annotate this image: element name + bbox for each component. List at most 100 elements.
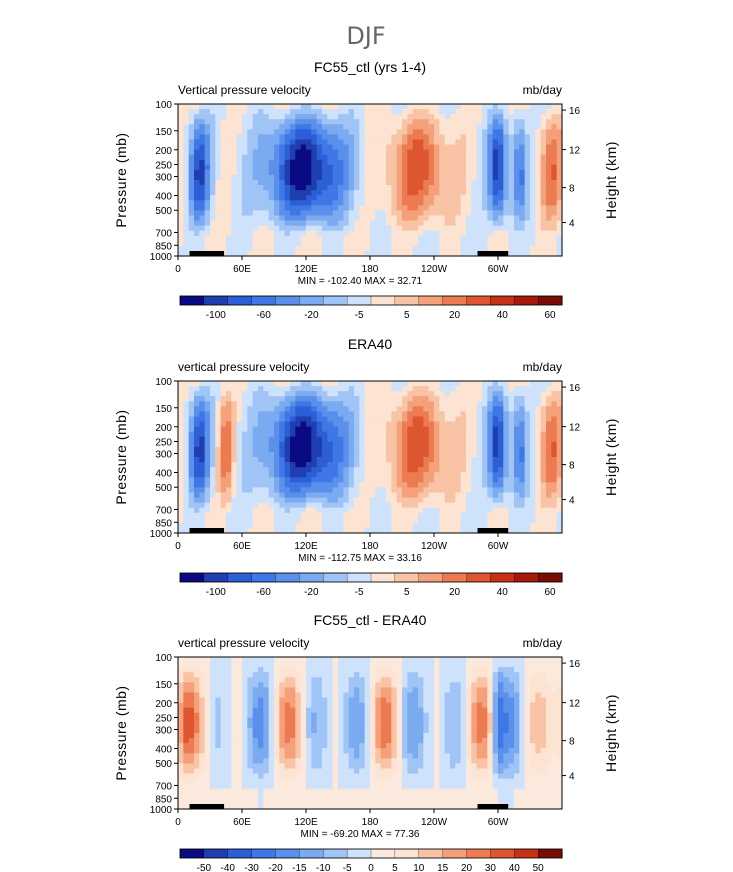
heatmap-cell: [242, 657, 248, 663]
heatmap-cell: [322, 240, 328, 247]
heatmap-cell: [428, 144, 435, 151]
heatmap-cell: [263, 733, 270, 739]
heatmap-cell: [514, 119, 520, 125]
heatmap-cell: [279, 154, 286, 161]
heatmap-cell: [311, 517, 318, 524]
heatmap-cell: [327, 487, 334, 494]
heatmap-cell: [492, 467, 499, 473]
colorbar-tick-label: -5: [355, 587, 364, 598]
heatmap-cell: [268, 677, 275, 683]
heatmap-cell: [194, 717, 200, 724]
heatmap-cell: [210, 497, 216, 504]
heatmap-cell: [455, 441, 462, 448]
heatmap-cell: [231, 457, 238, 463]
colorbar-swatch: [275, 295, 300, 306]
heatmap-cell: [359, 406, 366, 412]
heatmap-cell: [508, 220, 515, 227]
heatmap-cell: [178, 743, 184, 749]
heatmap-cell: [546, 230, 552, 237]
heatmap-cell: [247, 381, 254, 387]
y-right-tick-label: 12: [569, 423, 581, 434]
heatmap-cell: [407, 436, 414, 443]
heatmap-cell: [268, 396, 275, 402]
heatmap-cell: [551, 406, 558, 412]
heatmap-cell: [482, 139, 488, 146]
heatmap-cell: [444, 512, 451, 519]
heatmap-cell: [402, 462, 408, 468]
heatmap-cell: [300, 220, 307, 227]
heatmap-cell: [316, 517, 323, 524]
heatmap-cell: [530, 451, 536, 458]
heatmap-cell: [540, 527, 547, 534]
heatmap-cell: [188, 472, 195, 478]
heatmap-cell: [188, 240, 195, 247]
heatmap-cell: [471, 451, 478, 458]
heatmap-cell: [460, 235, 467, 242]
heatmap-cell: [306, 502, 312, 509]
heatmap-cell: [199, 472, 206, 478]
heatmap-cell: [519, 457, 526, 463]
heatmap-cell: [524, 139, 531, 146]
heatmap-cell: [178, 386, 184, 392]
heatmap-cell: [199, 109, 206, 115]
heatmap-cell: [327, 134, 334, 141]
heatmap-cell: [418, 139, 424, 146]
heatmap-cell: [370, 416, 376, 423]
heatmap-cell: [178, 462, 184, 468]
heatmap-cell: [460, 436, 467, 443]
heatmap-cell: [407, 235, 414, 242]
heatmap-cell: [455, 451, 462, 458]
heatmap-cell: [364, 250, 371, 257]
heatmap-cell: [210, 502, 216, 509]
heatmap-cell: [551, 215, 558, 222]
heatmap-cell: [444, 406, 451, 412]
heatmap-cell: [183, 753, 190, 759]
heatmap-cell: [279, 215, 286, 222]
heatmap-cell: [519, 522, 526, 529]
heatmap-cell: [258, 164, 264, 171]
heatmap-cell: [322, 190, 328, 196]
heatmap-cell: [359, 502, 366, 509]
heatmap-cell: [215, 738, 222, 744]
heatmap-cell: [471, 477, 478, 483]
heatmap-cell: [380, 522, 387, 529]
heatmap-cell: [332, 401, 339, 407]
heatmap-cell: [338, 149, 344, 156]
heatmap-cell: [183, 497, 190, 504]
heatmap-cell: [194, 174, 200, 181]
heatmap-cell: [370, 467, 376, 473]
heatmap-cell: [524, 381, 531, 387]
heatmap-cell: [530, 386, 536, 392]
heatmap-cell: [471, 139, 478, 146]
heatmap-cell: [460, 210, 467, 217]
heatmap-cell: [279, 205, 286, 211]
heatmap-cell: [231, 783, 238, 790]
heatmap-cell: [284, 477, 291, 483]
heatmap-cell: [183, 441, 190, 448]
heatmap-cell: [306, 169, 312, 176]
heatmap-cell: [263, 240, 270, 247]
heatmap-cell: [546, 426, 552, 433]
heatmap-cell: [354, 220, 360, 227]
heatmap-cell: [514, 396, 520, 402]
heatmap-cell: [220, 416, 227, 423]
heatmap-cell: [332, 386, 339, 392]
heatmap-cell: [487, 220, 494, 227]
heatmap-cell: [540, 441, 547, 448]
heatmap-cell: [380, 421, 387, 428]
heatmap-cell: [268, 159, 275, 166]
heatmap-cell: [338, 185, 344, 191]
heatmap-cell: [226, 697, 232, 704]
heatmap-cell: [300, 396, 307, 402]
heatmap-cell: [348, 129, 355, 135]
heatmap-cell: [252, 169, 259, 176]
heatmap-cell: [343, 391, 350, 397]
heatmap-cell: [540, 431, 547, 438]
heatmap-cell: [551, 169, 558, 176]
heatmap-cell: [434, 527, 440, 534]
heatmap-cell: [231, 205, 238, 211]
heatmap-cell: [263, 517, 270, 524]
heatmap-cell: [343, 124, 350, 130]
heatmap-cell: [407, 381, 414, 387]
heatmap-cell: [252, 517, 259, 524]
